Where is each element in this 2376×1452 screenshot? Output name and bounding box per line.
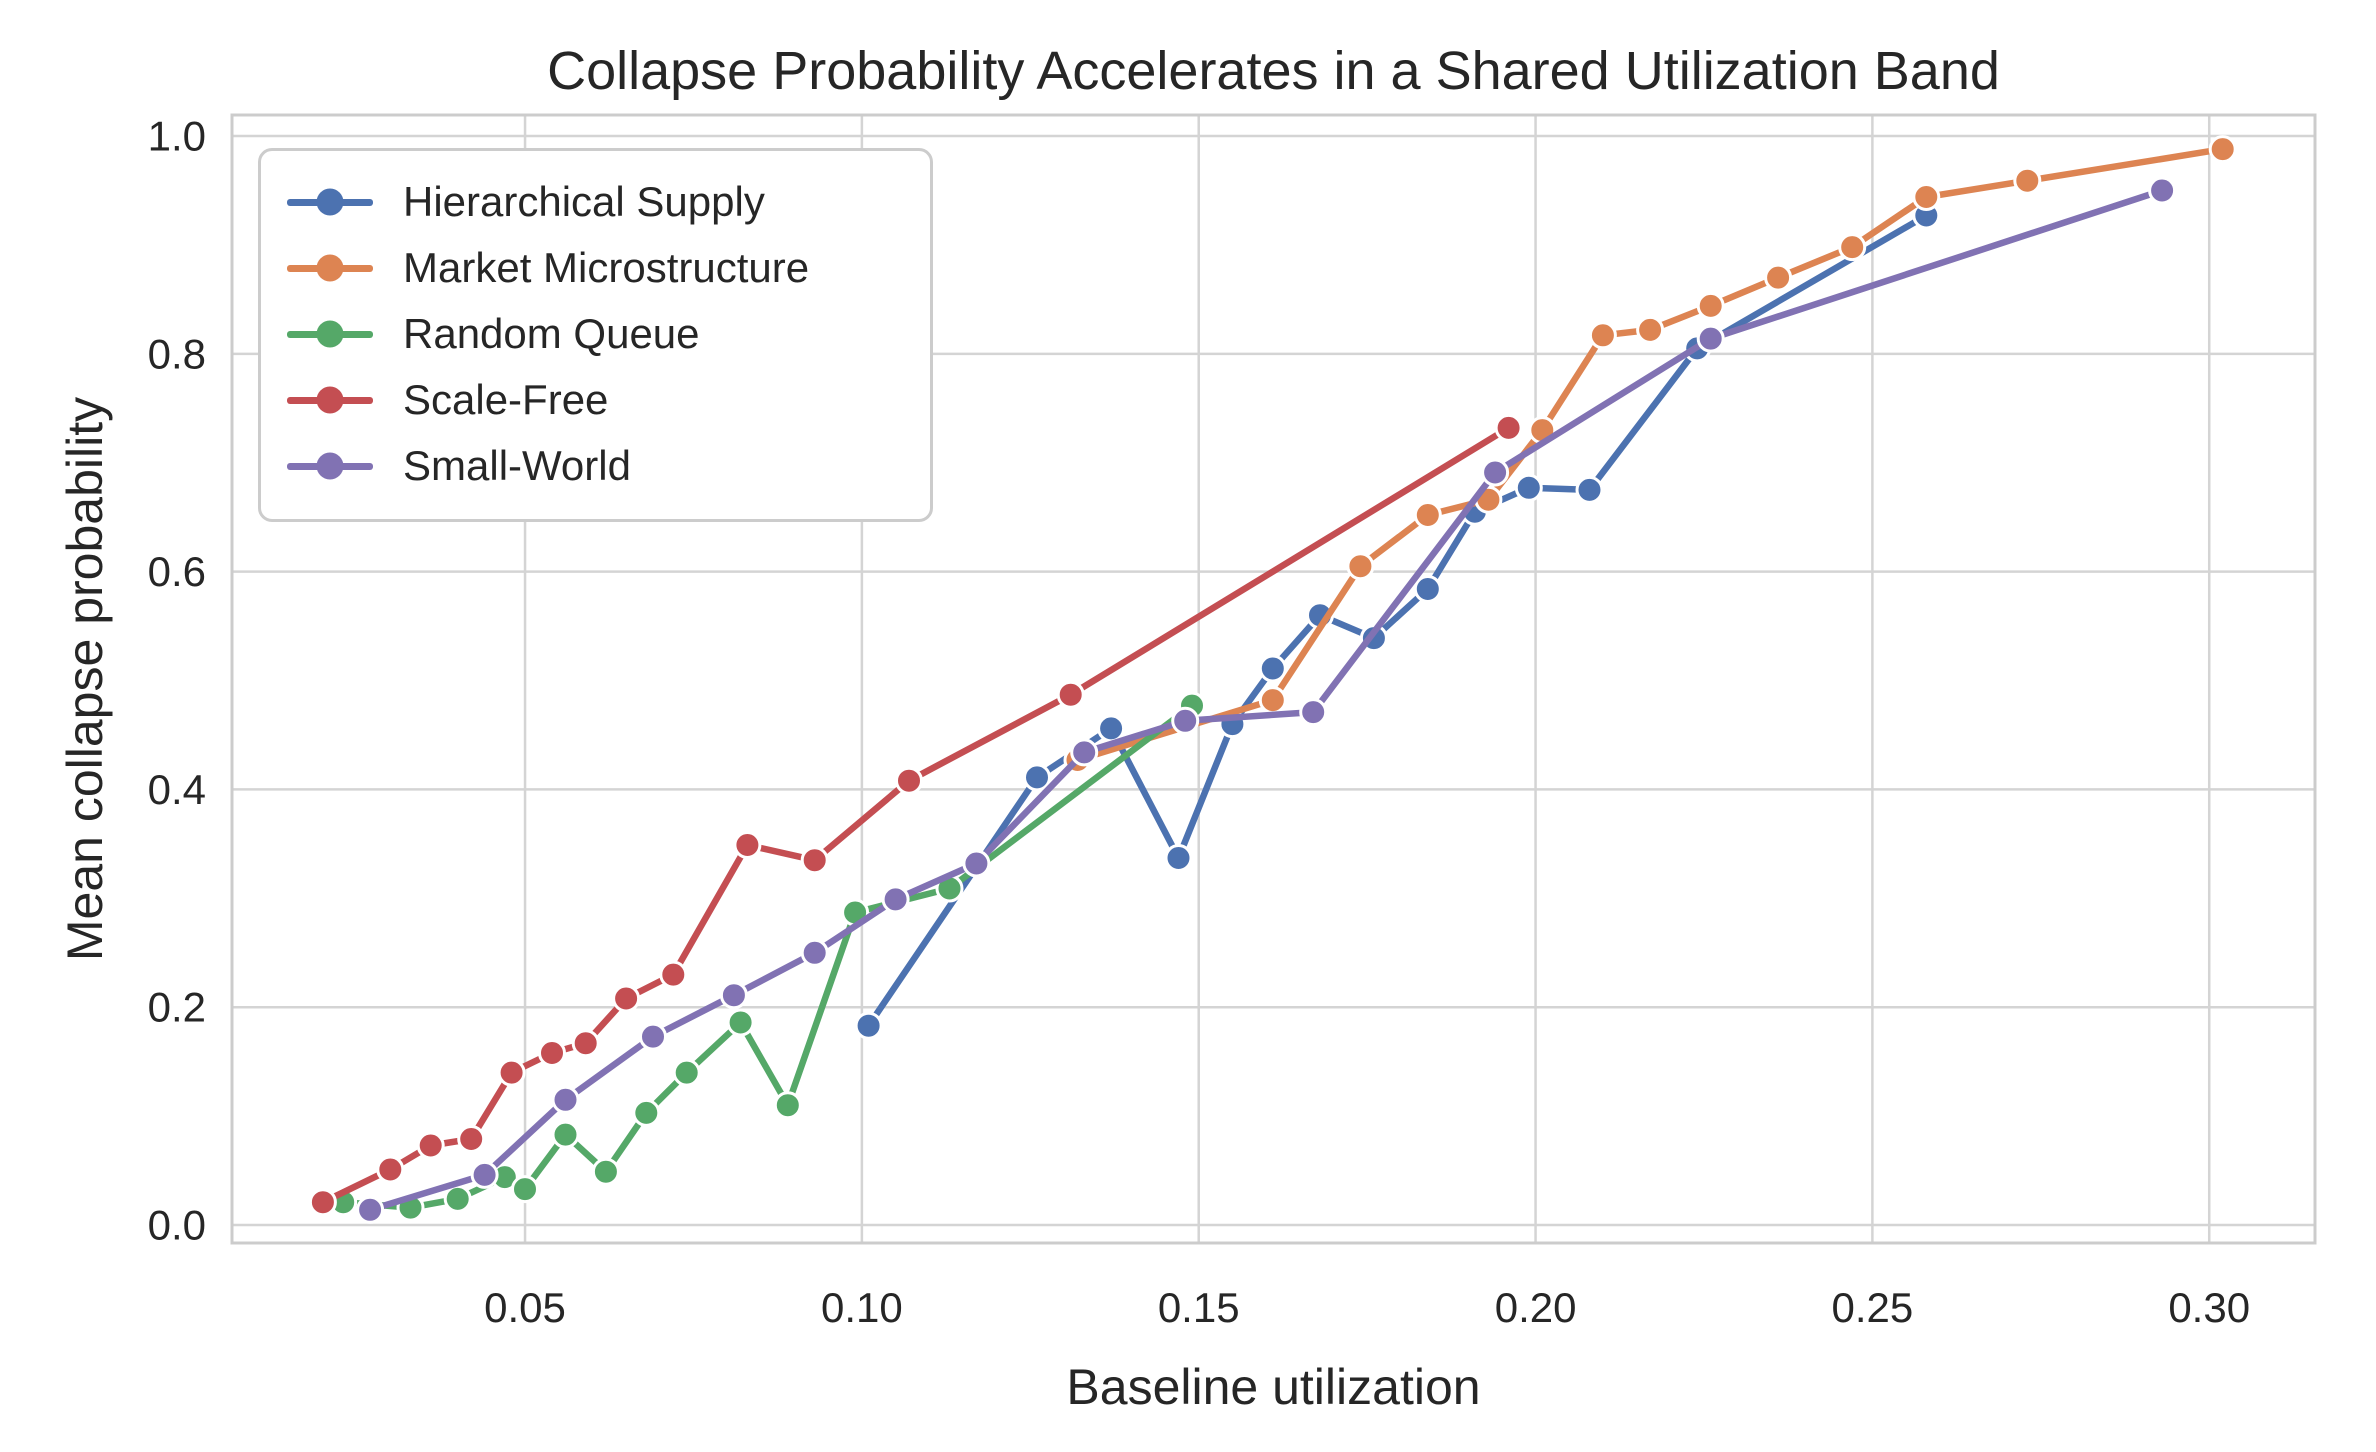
series-marker-small-world	[639, 1022, 667, 1051]
series-marker-scale-free	[733, 831, 762, 859]
legend: Hierarchical Supply Market Microstructur…	[258, 148, 933, 522]
legend-item-label: Market Microstructure	[403, 244, 810, 291]
x-tick-label: 0.25	[1832, 1284, 1914, 1331]
x-tick-label: 0.30	[2168, 1284, 2250, 1331]
series-marker-random-queue	[511, 1175, 539, 1204]
series-marker-small-world	[800, 938, 829, 967]
series-marker-random-queue	[672, 1058, 701, 1087]
legend-line-sample	[287, 452, 373, 480]
x-tick-label: 0.15	[1158, 1284, 1240, 1331]
series-marker-scale-free	[497, 1058, 526, 1087]
series-marker-hierarchical-supply	[1413, 575, 1442, 603]
y-tick-label: 0.4	[148, 766, 206, 813]
legend-line-sample	[287, 320, 373, 348]
legend-item-hierarchical-supply: Hierarchical Supply	[287, 169, 920, 235]
legend-item-label: Small-World	[403, 442, 631, 489]
series-marker-scale-free	[659, 960, 688, 989]
series-marker-small-world	[1299, 698, 1328, 727]
legend-item-random-queue: Random Queue	[287, 301, 920, 367]
series-marker-scale-free	[457, 1125, 486, 1153]
plot-border	[230, 113, 2317, 1245]
legend-item-small-world: Small-World	[287, 433, 920, 499]
series-marker-small-world	[1171, 706, 1200, 735]
series-marker-hierarchical-supply	[1023, 763, 1051, 792]
series-marker-scale-free	[612, 984, 641, 1013]
series-marker-small-world	[1481, 458, 1510, 487]
series-marker-market-microstructure	[1838, 233, 1867, 262]
x-tick-label: 0.10	[821, 1284, 903, 1331]
series-marker-scale-free	[895, 766, 923, 795]
series-marker-scale-free	[800, 846, 829, 875]
legend-marker-dot	[316, 386, 344, 414]
series-marker-market-microstructure	[1258, 686, 1287, 715]
series-marker-small-world	[1696, 324, 1725, 353]
series-marker-small-world	[962, 849, 991, 878]
y-tick-label: 1.0	[148, 113, 206, 160]
series-marker-scale-free	[416, 1131, 445, 1160]
series-marker-scale-free	[538, 1039, 566, 1067]
series-marker-hierarchical-supply	[854, 1011, 883, 1040]
series-line-market-microstructure	[1074, 145, 2226, 764]
series-line-small-world	[366, 187, 2166, 1214]
legend-marker-dot	[316, 188, 344, 216]
y-tick-label: 0.0	[148, 1202, 206, 1249]
series-marker-scale-free	[376, 1155, 405, 1184]
y-axis-label: Mean collapse probability	[57, 396, 113, 962]
y-tick-label: 0.6	[148, 548, 206, 595]
x-tick-label: 0.05	[484, 1284, 566, 1331]
legend-item-market-microstructure: Market Microstructure	[287, 235, 920, 301]
legend-item-label: Scale-Free	[403, 376, 609, 423]
series-marker-random-queue	[632, 1098, 661, 1127]
y-tick-label: 0.8	[148, 330, 206, 377]
series-marker-market-microstructure	[1413, 501, 1442, 529]
series-marker-market-microstructure	[1764, 263, 1793, 292]
series-marker-small-world	[1070, 738, 1099, 767]
series-marker-small-world	[551, 1085, 580, 1114]
series-marker-hierarchical-supply	[1164, 844, 1193, 872]
legend-marker-dot	[316, 254, 344, 282]
legend-line-sample	[287, 188, 373, 216]
series-marker-scale-free	[1494, 413, 1523, 442]
series-marker-market-microstructure	[2208, 135, 2237, 164]
series-marker-random-queue	[551, 1120, 580, 1149]
legend-line-sample	[287, 386, 373, 414]
series-marker-market-microstructure	[2013, 166, 2042, 195]
legend-item-label: Random Queue	[403, 310, 700, 357]
series-marker-small-world	[2148, 176, 2177, 205]
series-marker-hierarchical-supply	[1575, 475, 1604, 504]
series-marker-market-microstructure	[1636, 315, 1665, 344]
series-marker-market-microstructure	[1696, 291, 1725, 320]
series-marker-small-world	[881, 885, 910, 914]
series-marker-scale-free	[308, 1188, 337, 1217]
series-marker-random-queue	[726, 1008, 755, 1037]
chart-title: Collapse Probability Accelerates in a Sh…	[547, 41, 2000, 101]
legend-item-scale-free: Scale-Free	[287, 367, 920, 433]
series-marker-small-world	[719, 981, 748, 1010]
series-marker-hierarchical-supply	[1097, 714, 1126, 743]
legend-item-label: Hierarchical Supply	[403, 178, 765, 225]
y-tick-label: 0.2	[148, 984, 206, 1031]
series-marker-market-microstructure	[1346, 552, 1375, 581]
series-marker-small-world	[470, 1160, 499, 1189]
series-marker-scale-free	[1056, 680, 1085, 709]
series-marker-small-world	[356, 1195, 385, 1224]
series-marker-random-queue	[443, 1184, 472, 1213]
series-marker-random-queue	[591, 1157, 620, 1186]
series-marker-hierarchical-supply	[1258, 654, 1287, 683]
legend-marker-dot	[316, 320, 344, 348]
x-axis-label: Baseline utilization	[1066, 1359, 1481, 1415]
series-marker-hierarchical-supply	[1514, 473, 1543, 502]
legend-line-sample	[287, 254, 373, 282]
series-marker-market-microstructure	[1912, 183, 1941, 211]
legend-marker-dot	[316, 452, 344, 480]
series-marker-market-microstructure	[1588, 321, 1617, 350]
series-marker-random-queue	[773, 1091, 802, 1120]
series-marker-scale-free	[571, 1029, 600, 1058]
x-tick-label: 0.20	[1495, 1284, 1577, 1331]
